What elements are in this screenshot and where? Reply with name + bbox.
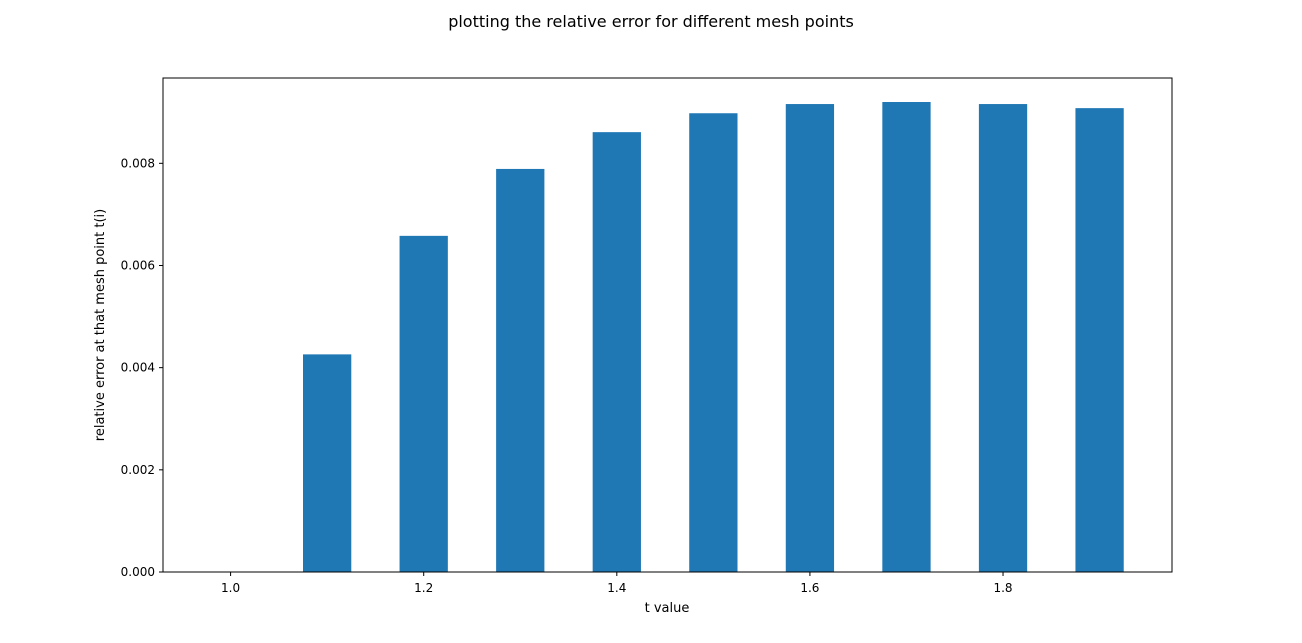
bar-2 [399,235,448,572]
bar-6 [785,104,835,572]
y-axis-label: relative error at that mesh point t(i) [93,209,108,441]
x-axis-ticks: 1.0 1.2 1.4 1.6 1.8 [221,572,1013,595]
bar-8 [978,104,1028,572]
x-tick-label-3: 1.6 [800,581,819,595]
y-axis-ticks: 0.000 0.002 0.004 0.006 0.008 [121,156,163,579]
plot-frame [162,77,1173,573]
bar-3 [496,168,545,572]
x-tick-label-1: 1.2 [414,581,433,595]
bars-group [303,102,1124,573]
y-tick-label-1: 0.002 [121,463,155,477]
x-tick-label-2: 1.4 [607,581,626,595]
y-tick-label-0: 0.000 [121,565,155,579]
x-tick-label-4: 1.8 [993,581,1012,595]
bar-1 [303,354,352,572]
bar-4 [592,132,641,572]
y-tick-label-3: 0.006 [121,258,155,272]
y-tick-label-4: 0.008 [121,156,155,170]
bar-9 [1075,108,1124,573]
bar-7 [882,102,931,572]
chart-title: plotting the relative error for differen… [448,12,854,31]
x-axis-label: t value [645,601,690,616]
x-tick-label-0: 1.0 [221,581,240,595]
y-tick-label-2: 0.004 [121,361,155,375]
bar-5 [689,113,738,573]
